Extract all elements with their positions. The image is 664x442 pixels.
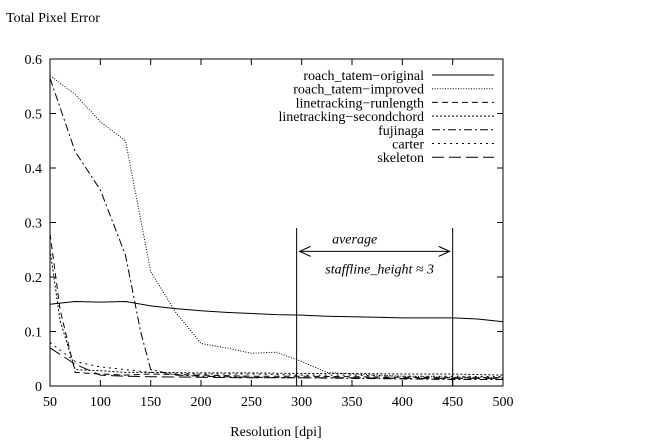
series-group <box>49 75 504 380</box>
legend-label: linetracking−secondchord <box>278 110 424 125</box>
legend-label: fujinaga <box>378 124 425 139</box>
y-tick-label: 0 <box>35 380 42 395</box>
annotation-arrowhead-right <box>438 245 451 257</box>
x-tick-label: 350 <box>342 395 363 410</box>
y-axis: 0 0.1 0.2 0.3 0.4 0.5 0.6 <box>25 53 503 395</box>
series-line-7 <box>49 347 503 379</box>
series-line-2 <box>49 75 504 379</box>
x-tick-label: 300 <box>291 395 312 410</box>
series-line-4 <box>49 249 504 376</box>
y-tick-label: 0.1 <box>25 326 43 341</box>
annotation-arrowhead-left <box>298 245 311 257</box>
y-tick-label: 0.6 <box>25 53 43 68</box>
y-tick-label: 0.5 <box>25 108 43 123</box>
x-tick-label: 150 <box>140 395 161 410</box>
annotation-staffline-height: staffline_height ≈ 3 <box>325 262 434 277</box>
legend-label: carter <box>392 138 424 153</box>
legend-label: skeleton <box>377 151 424 166</box>
x-tick-label: 500 <box>493 395 514 410</box>
y-tick-label: 0.2 <box>25 271 43 286</box>
x-tick-label: 450 <box>442 395 463 410</box>
x-tick-label: 400 <box>392 395 413 410</box>
plot-frame <box>49 58 504 387</box>
legend-label: roach_tatem−improved <box>293 83 424 98</box>
annotation-group: average staffline_height ≈ 3 <box>296 227 454 386</box>
x-axis: 50 100 150 200 250 300 350 400 450 500 <box>43 59 514 410</box>
x-tick-label: 50 <box>43 395 57 410</box>
annotation-average: average <box>332 232 377 247</box>
x-tick-label: 100 <box>90 395 111 410</box>
x-axis-label: Resolution [dpi] <box>230 425 321 440</box>
x-tick-label: 200 <box>191 395 212 410</box>
y-axis-label: Total Pixel Error <box>6 11 100 26</box>
legend-label: linetracking−runlength <box>296 96 424 111</box>
y-tick-label: 0.4 <box>25 162 43 177</box>
y-tick-label: 0.3 <box>25 217 43 232</box>
series-line-3 <box>49 233 503 379</box>
series-line-5 <box>49 77 503 380</box>
legend-label: roach_tatem−original <box>303 69 424 84</box>
series-line-1 <box>49 300 504 323</box>
x-tick-label: 250 <box>241 395 262 410</box>
legend: roach_tatem−originalroach_tatem−improved… <box>278 69 494 166</box>
